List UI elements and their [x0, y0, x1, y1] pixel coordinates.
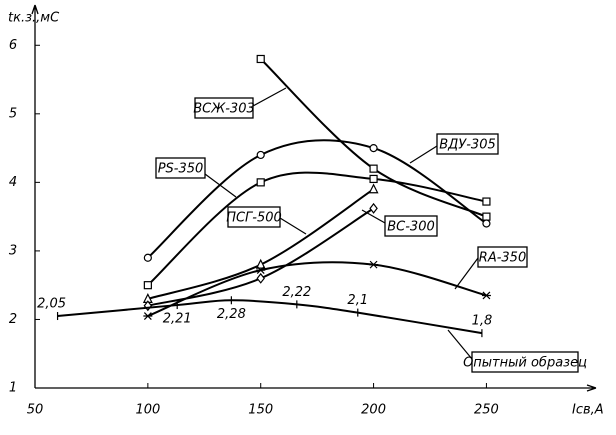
y-tick-label: 6 — [9, 38, 17, 53]
marker — [256, 150, 265, 160]
marker — [481, 291, 491, 300]
legend-box — [155, 157, 206, 179]
marker — [482, 219, 491, 228]
series-line — [57, 299, 483, 335]
marker — [482, 212, 491, 221]
value-label: 2,21 — [163, 312, 192, 327]
x-tick-label: 50 — [27, 403, 44, 418]
x-tick-label: 100 — [135, 403, 160, 418]
marker — [482, 197, 491, 206]
marker — [256, 272, 265, 284]
series-line — [147, 139, 487, 259]
marker — [256, 266, 266, 275]
legend-label: PS-350 — [158, 162, 204, 177]
y-tick-label: 5 — [9, 106, 17, 121]
marker — [369, 164, 378, 173]
x-axis — [35, 384, 597, 392]
value-label: 1,8 — [472, 314, 493, 329]
x-tick-label: 250 — [474, 403, 499, 418]
series-line — [147, 261, 487, 317]
value-label: 2,22 — [282, 285, 311, 300]
legend-label: ПСГ-500 — [226, 211, 282, 226]
value-label: 2,1 — [347, 293, 368, 308]
marker — [368, 183, 379, 194]
leader-line — [447, 329, 473, 360]
leader-line — [409, 145, 438, 164]
y-tick-label: 1 — [9, 381, 17, 396]
y-tick-label: 4 — [9, 175, 17, 190]
value-label: 2,05 — [37, 297, 66, 312]
marker — [256, 54, 265, 64]
legend-label: Опытный образец — [463, 356, 587, 371]
x-axis-label: Iсв,А — [572, 403, 604, 418]
y-tick-label: 2 — [9, 312, 17, 327]
marker — [369, 143, 378, 153]
marker — [143, 253, 152, 262]
legend-box — [436, 133, 499, 155]
legend-box — [471, 351, 579, 373]
legend-box — [194, 97, 254, 119]
legend-box — [477, 246, 528, 268]
legend-label: ВС-300 — [387, 220, 435, 235]
y-tick-label: 3 — [9, 243, 17, 258]
y-axis — [31, 4, 39, 388]
marker — [369, 260, 379, 269]
marker — [143, 312, 153, 320]
legend-label: RA-350 — [479, 251, 526, 266]
leader-line — [252, 87, 287, 107]
legend-box — [227, 206, 281, 228]
leader-line — [454, 257, 479, 290]
leader-line — [279, 217, 307, 235]
y-axis-label: tк.з.,мС — [8, 11, 60, 26]
marker — [369, 174, 378, 184]
leader-line — [361, 209, 386, 224]
x-tick-label: 150 — [248, 403, 273, 418]
value-label: 2,28 — [217, 307, 246, 322]
leader-line — [204, 173, 237, 198]
x-tick-label: 200 — [361, 403, 386, 418]
legend-label: ВДУ-305 — [439, 138, 496, 153]
marker — [143, 281, 152, 290]
legend-box — [384, 215, 438, 237]
marker — [369, 202, 378, 214]
legend-label: ВСЖ-303 — [193, 102, 255, 117]
marker — [255, 258, 266, 269]
marker — [256, 178, 265, 187]
series-line — [147, 171, 487, 286]
